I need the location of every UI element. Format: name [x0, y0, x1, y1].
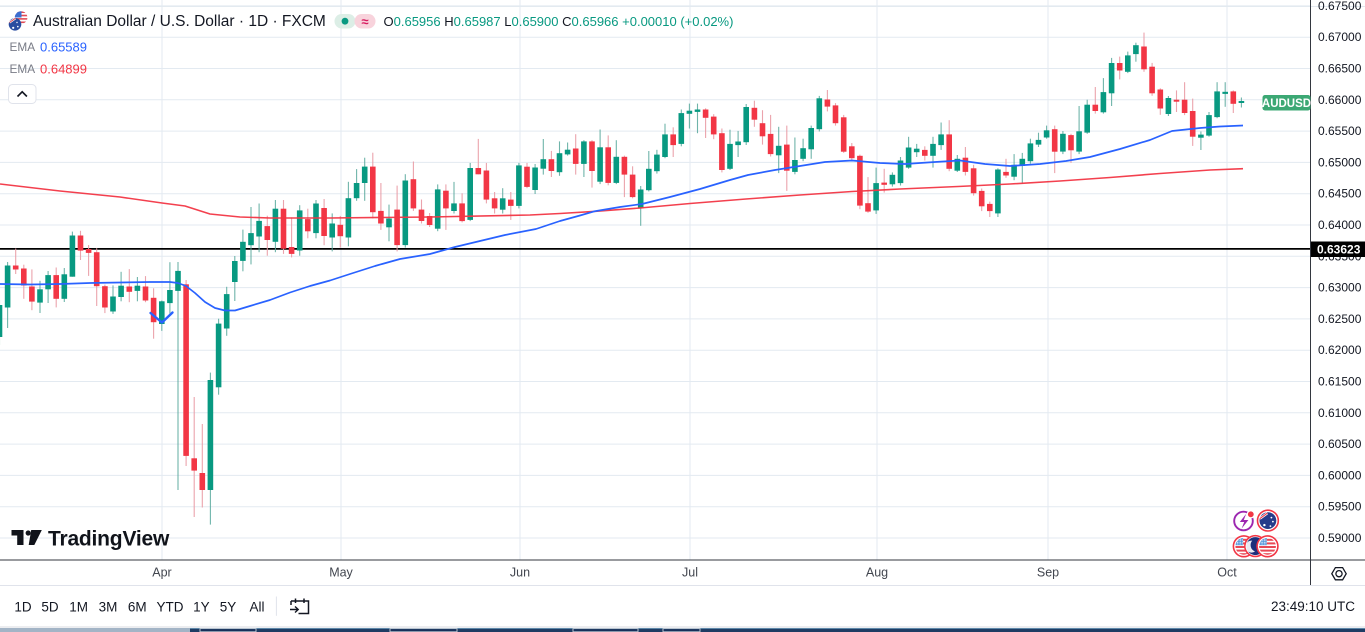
- svg-text:0.59000: 0.59000: [1318, 531, 1362, 545]
- svg-text:6M: 6M: [128, 600, 147, 615]
- svg-text:1M: 1M: [69, 600, 88, 615]
- svg-text:0.60500: 0.60500: [1318, 437, 1362, 451]
- svg-text:0.66000: 0.66000: [1318, 93, 1362, 107]
- svg-text:0.65000: 0.65000: [1318, 155, 1362, 169]
- svg-text:23:49:10 UTC: 23:49:10 UTC: [1271, 599, 1355, 614]
- svg-text:AUDUSD: AUDUSD: [1262, 98, 1311, 110]
- svg-text:0.64000: 0.64000: [1318, 218, 1362, 232]
- svg-text:Apr: Apr: [152, 566, 171, 580]
- svg-text:Sep: Sep: [1037, 566, 1059, 580]
- svg-text:0.65589: 0.65589: [40, 40, 87, 55]
- svg-text:TradingView: TradingView: [48, 528, 170, 551]
- svg-text:O0.65956 H0.65987 L0.65900 C0.: O0.65956 H0.65987 L0.65900 C0.65966 +0.0…: [384, 14, 734, 29]
- svg-text:1Y: 1Y: [193, 600, 210, 615]
- svg-text:0.65500: 0.65500: [1318, 124, 1362, 138]
- svg-text:0.64500: 0.64500: [1318, 187, 1362, 201]
- svg-text:0.62500: 0.62500: [1318, 312, 1362, 326]
- svg-text:0.63623: 0.63623: [1317, 243, 1361, 257]
- svg-text:0.67500: 0.67500: [1318, 0, 1362, 13]
- svg-text:Aug: Aug: [866, 566, 888, 580]
- svg-text:1D: 1D: [14, 600, 32, 615]
- svg-text:May: May: [329, 566, 353, 580]
- svg-text:3M: 3M: [99, 600, 118, 615]
- svg-text:EMA: EMA: [10, 40, 36, 54]
- svg-text:0.64899: 0.64899: [40, 62, 87, 77]
- svg-text:5D: 5D: [41, 600, 59, 615]
- svg-text:Oct: Oct: [1217, 566, 1237, 580]
- svg-text:0.59500: 0.59500: [1318, 500, 1362, 514]
- svg-text:≈: ≈: [361, 14, 368, 29]
- svg-text:0.62000: 0.62000: [1318, 343, 1362, 357]
- svg-text:YTD: YTD: [157, 600, 184, 615]
- svg-text:0.66500: 0.66500: [1318, 62, 1362, 76]
- svg-text:0.67000: 0.67000: [1318, 30, 1362, 44]
- svg-text:0.60000: 0.60000: [1318, 468, 1362, 482]
- svg-text:0.61000: 0.61000: [1318, 406, 1362, 420]
- svg-text:Australian Dollar / U.S. Dolla: Australian Dollar / U.S. Dollar · 1D · F…: [33, 13, 326, 30]
- svg-text:0.63000: 0.63000: [1318, 281, 1362, 295]
- svg-text:5Y: 5Y: [220, 600, 237, 615]
- svg-text:All: All: [249, 600, 264, 615]
- svg-text:0.61500: 0.61500: [1318, 375, 1362, 389]
- svg-text:Jul: Jul: [682, 566, 698, 580]
- svg-text:Jun: Jun: [510, 566, 530, 580]
- svg-text:EMA: EMA: [10, 62, 36, 76]
